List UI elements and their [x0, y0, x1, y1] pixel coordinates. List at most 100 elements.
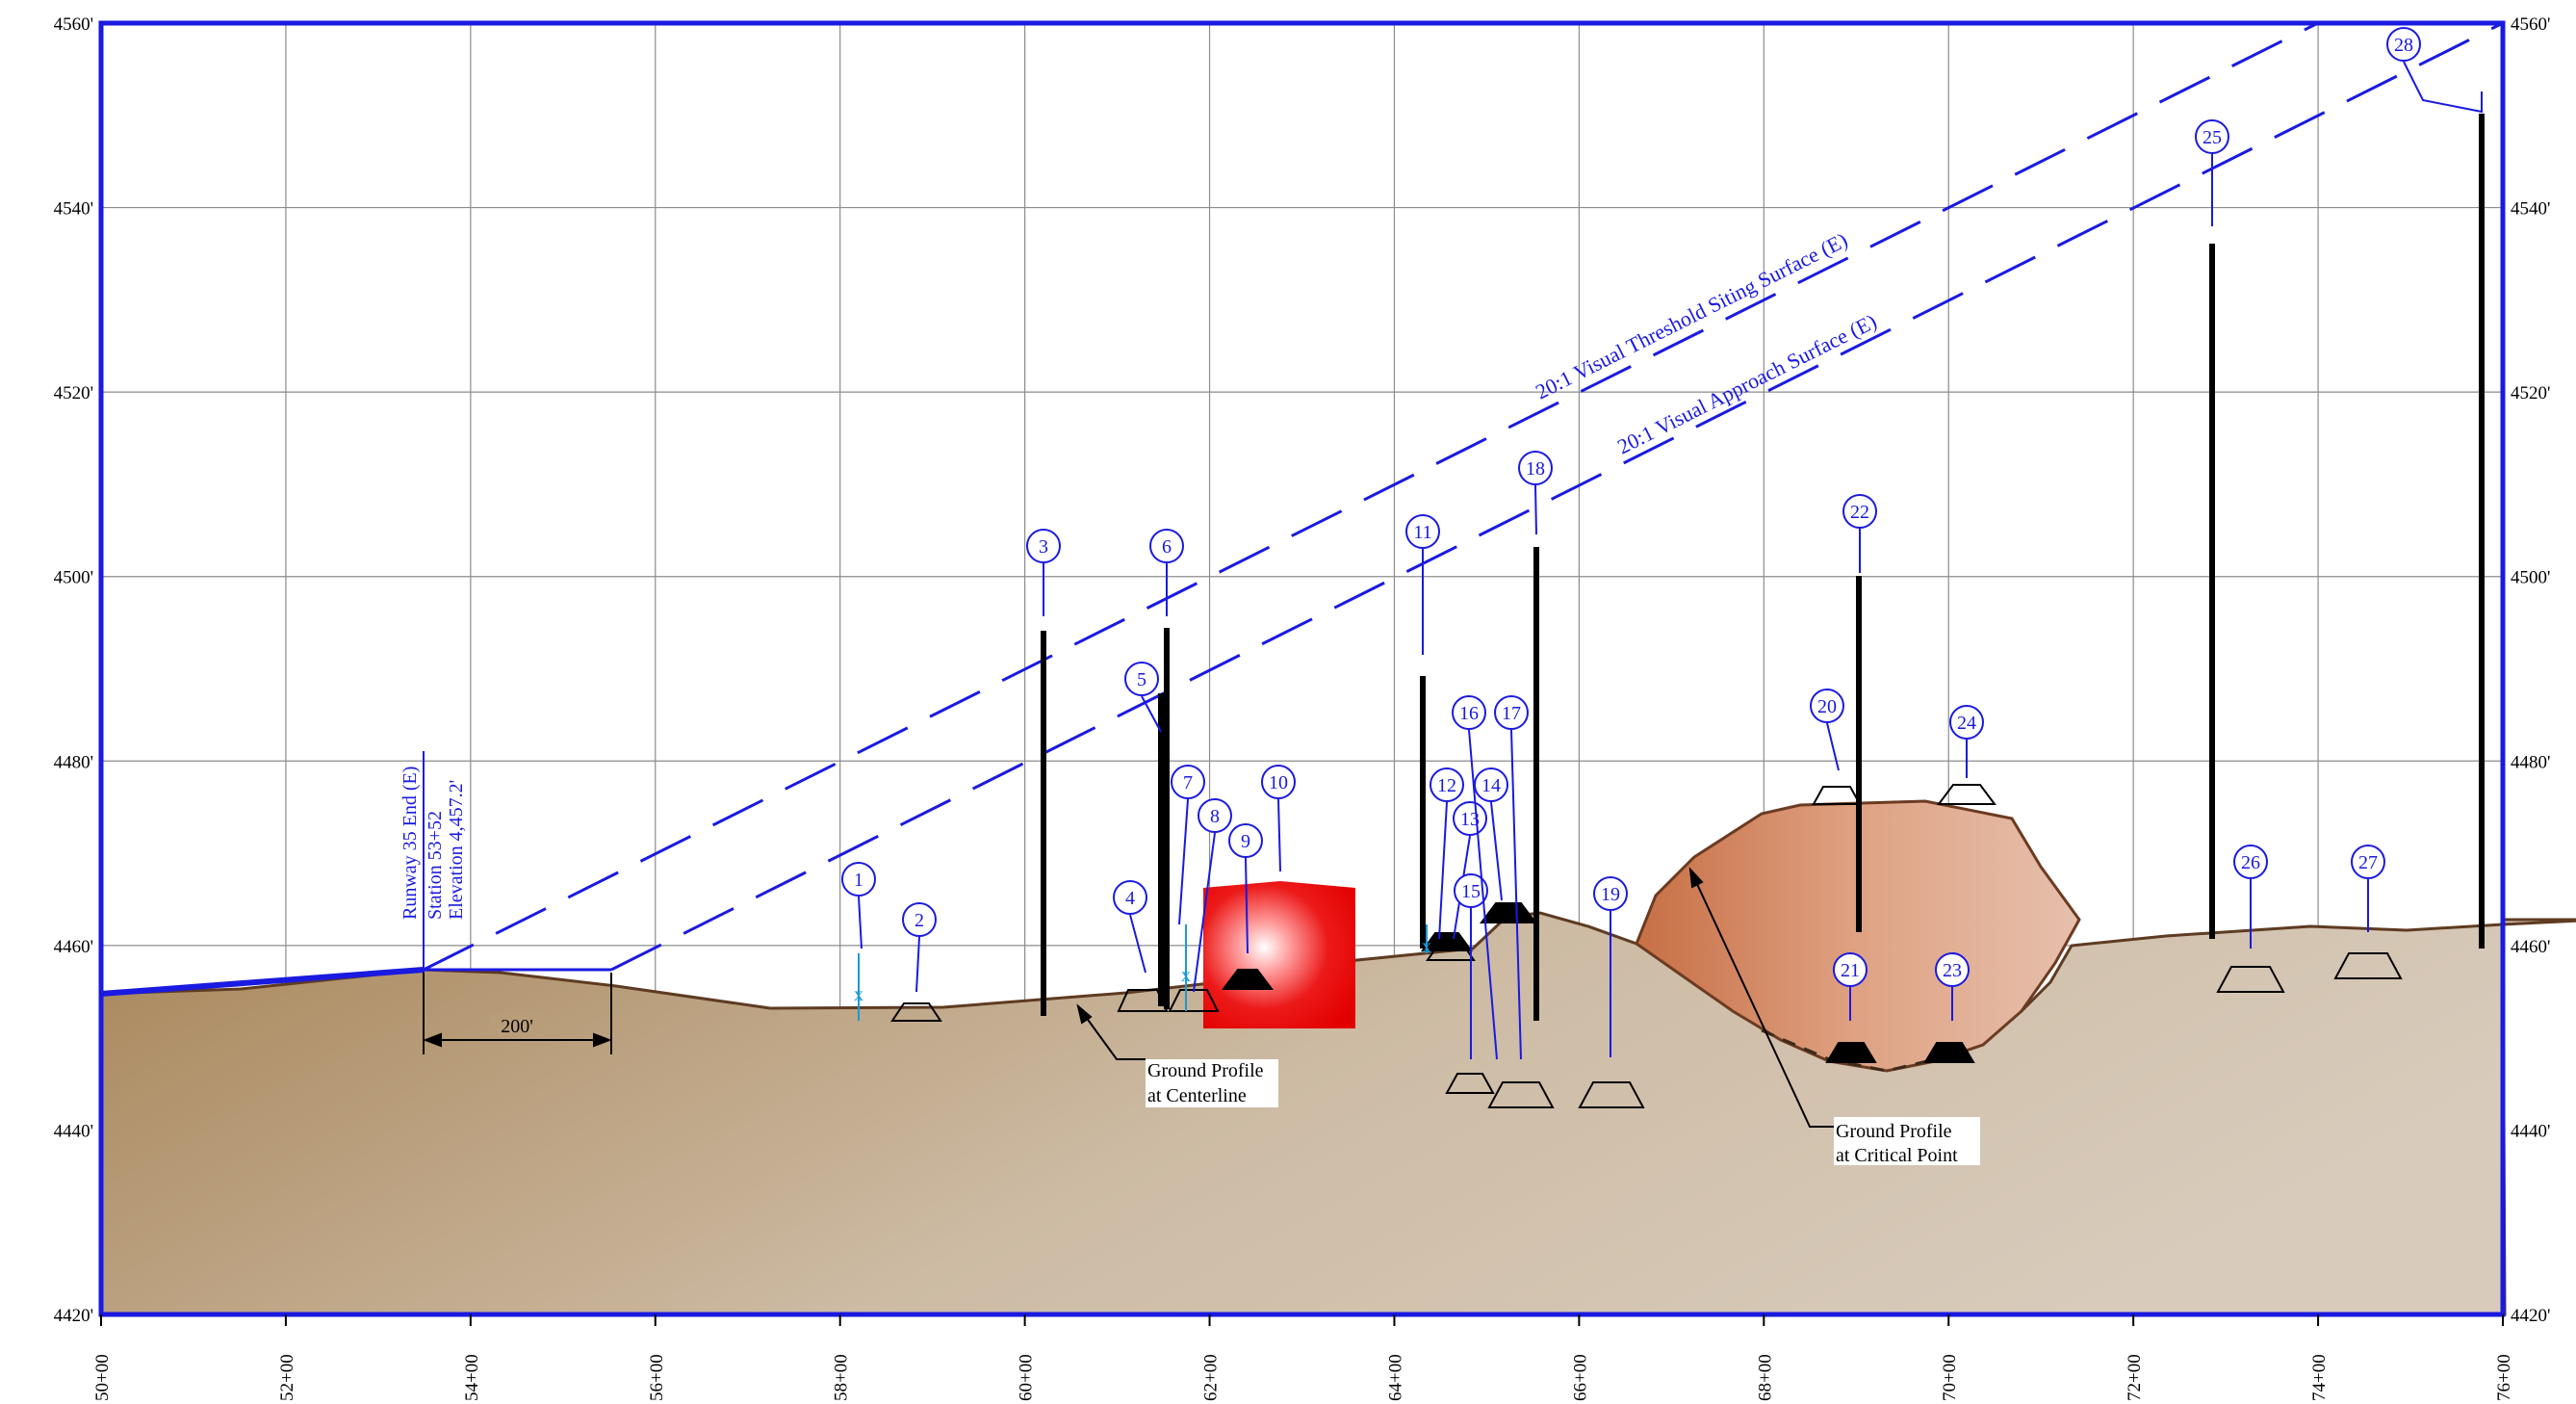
marker-leader [1534, 484, 1537, 535]
road-section-outline [1812, 786, 1862, 805]
marker-number: 5 [1137, 669, 1146, 690]
marker-leader [1490, 801, 1503, 901]
marker-circle [1452, 695, 1486, 730]
runway-end-label: Runway 35 End (E) [399, 767, 421, 920]
critical-point-dashed-bottom [1761, 1028, 1936, 1073]
obstruction-marker: 7 [1171, 765, 1205, 925]
obstruction-features: x x x [854, 114, 2485, 1108]
x-tick-label: 56+00 [647, 1354, 667, 1401]
marker-number: 12 [1437, 775, 1456, 796]
marker-number: 14 [1481, 775, 1501, 796]
marker-circle [1171, 765, 1205, 799]
marker-leader [858, 896, 863, 949]
y-tick-label-left: 4500' [54, 568, 93, 588]
y-tick-label-right: 4440' [2511, 1121, 2550, 1141]
offset-dimension [423, 973, 612, 1054]
road-section-filled [1923, 1042, 1975, 1063]
marker-leader [1129, 914, 1146, 974]
x-tick-label: 68+00 [1755, 1354, 1775, 1401]
centerline-callout-line1: Ground Profile [1147, 1060, 1264, 1081]
visual-surfaces [100, 21, 2504, 997]
x-tick-label: 70+00 [1940, 1354, 1960, 1401]
axis-labels: 50+00 52+00 54+00 56+00 58+00 60+00 62+00 64+00… [54, 14, 2551, 1401]
obstruction-marker: 24 [1949, 705, 1984, 778]
marker-circle [1842, 494, 1877, 529]
marker-number: 28 [2394, 35, 2413, 56]
marker-circle [1494, 695, 1529, 730]
centerline-callout-line2: at Centerline [1147, 1085, 1247, 1106]
marker-circle [1518, 451, 1553, 485]
obstruction-marker: 20 [1810, 689, 1844, 771]
runway-end-annotation: Runway 35 End (E) Station 53+52 Elevatio… [399, 751, 467, 973]
marker-number: 18 [1526, 458, 1545, 480]
marker-number: 24 [1957, 713, 1976, 734]
x-tick-label: 54+00 [462, 1354, 482, 1401]
fence-x-mark: x [1422, 936, 1431, 957]
critical-callout-line2: at Critical Point [1836, 1145, 1958, 1166]
y-tick-label-left: 4460' [54, 937, 93, 957]
marker-circle [1935, 952, 1970, 987]
obstruction-marker: 21 [1833, 952, 1868, 1021]
obstruction-marker: 23 [1935, 952, 1970, 1021]
marker-number: 27 [2358, 852, 2378, 873]
marker-number: 10 [1269, 772, 1288, 793]
marker-number: 20 [1817, 696, 1837, 717]
marker-number: 19 [1601, 884, 1620, 905]
road-section-outline [1487, 1081, 1555, 1108]
obstruction-marker: 2 [902, 902, 937, 993]
obstruction-marker: 19 [1593, 876, 1628, 1057]
y-tick-label-left: 4520' [54, 383, 93, 403]
marker-number: 21 [1841, 960, 1860, 981]
obstruction-marker: 6 [1149, 529, 1184, 616]
fence-x-mark: x [1181, 965, 1191, 986]
marker-circle [1833, 952, 1868, 987]
marker-leader [2403, 61, 2483, 114]
obstruction-marker: 5 [1124, 662, 1162, 733]
marker-number: 4 [1125, 888, 1135, 909]
marker-number: 1 [854, 870, 863, 891]
obstruction-marker: 8 [1193, 798, 1232, 993]
marker-circle [841, 862, 876, 897]
plot-frame [98, 20, 2506, 1317]
road-section-filled [1222, 969, 1274, 990]
x-tick-label: 76+00 [2494, 1354, 2514, 1401]
road-section-filled [1825, 1042, 1877, 1063]
obstruction-marker: 18 [1518, 451, 1553, 535]
obstruction-marker: 1 [841, 862, 876, 949]
runway-station-label: Station 53+52 [425, 811, 446, 920]
x-tick-label: 58+00 [832, 1354, 852, 1401]
x-tick-label: 60+00 [1017, 1354, 1037, 1401]
marker-circle [2351, 845, 2385, 879]
marker-circle [1405, 514, 1440, 549]
obstruction-marker: 15 [1454, 873, 1488, 1059]
marker-number: 22 [1850, 502, 1869, 523]
marker-circle [1949, 705, 1984, 740]
marker-circle [1593, 876, 1628, 911]
marker-number: 23 [1943, 960, 1962, 981]
x-tick-label: 62+00 [1201, 1354, 1222, 1401]
runway-elevation-label: Elevation 4,457.2' [446, 780, 467, 920]
marker-leader [1178, 798, 1189, 925]
marker-leader [1468, 729, 1498, 1060]
marker-number: 3 [1039, 536, 1048, 558]
road-section-outline [1117, 989, 1169, 1012]
marker-number: 6 [1162, 536, 1172, 558]
fence-x-mark: x [854, 984, 863, 1005]
road-section-filled [1480, 902, 1537, 923]
marker-circle [2195, 119, 2229, 154]
x-tick-label: 64+00 [1385, 1354, 1405, 1401]
marker-leader [1193, 832, 1216, 993]
y-tick-label-left: 4480' [54, 752, 93, 772]
marker-number: 25 [2202, 127, 2222, 148]
marker-leader [1141, 695, 1162, 733]
obstruction-marker: 11 [1405, 514, 1440, 655]
y-tick-label-right: 4520' [2511, 383, 2550, 403]
marker-circle [1198, 798, 1232, 833]
marker-circle [1228, 823, 1263, 858]
y-tick-label-right: 4540' [2511, 199, 2550, 220]
y-tick-label-left: 4560' [54, 14, 93, 35]
y-tick-label-left: 4420' [54, 1306, 93, 1326]
marker-circle [1026, 529, 1061, 563]
marker-circle [1810, 689, 1844, 723]
